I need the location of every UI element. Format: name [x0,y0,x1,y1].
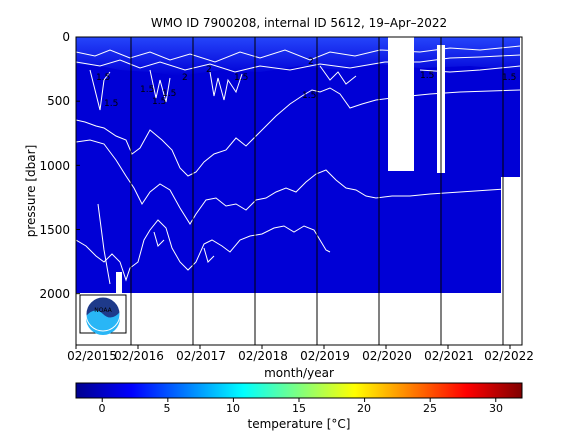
noaa-logo-icon: NOAA [79,294,127,335]
contour-label: 1.5 [162,89,176,99]
x-tick-label: 02/2017 [176,349,226,363]
plot-frame [75,36,523,346]
colorbar: 0 5 10 15 20 25 30 temperature [°C] [75,382,523,431]
chart-title: WMO ID 7900208, internal ID 5612, 19–Apr… [151,16,447,30]
y-axis-label: pressure [dbar] [24,145,38,238]
x-axis: 02/2015 02/2016 02/2017 02/2018 02/2019 … [67,345,534,380]
x-tick-label: 02/2019 [300,349,350,363]
x-tick-label: 02/2021 [424,349,474,363]
profile-ticks [78,29,519,37]
colorbar-tick-label: 20 [357,402,371,415]
x-tick-label: 02/2018 [238,349,288,363]
contour-label: 2 [206,65,212,75]
contour-label: 1.5 [96,73,110,83]
colorbar-tick-label: 5 [164,402,171,415]
x-tick-label: 02/2022 [484,349,534,363]
contour-label: 1.5 [140,85,154,95]
colorbar-label: temperature [°C] [248,417,351,431]
y-tick-label: 1500 [39,223,70,237]
x-tick-label: 02/2016 [114,349,164,363]
y-axis: 0 500 1000 1500 2000 pressure [dbar] [24,30,80,301]
data-region [76,37,501,293]
noaa-logo-text: NOAA [94,307,112,314]
colorbar-tick-label: 10 [226,402,240,415]
contour-label: 2 [182,73,188,83]
contour-label: 1.5 [152,97,166,107]
contour-labels: 1.5 1.5 2 1.5 2 1.5 1.5 1.5 2 1.5 1.5 1.… [96,57,516,109]
contour-label: 2 [308,57,314,67]
data-gap [116,272,122,293]
plot-area: 1.5 1.5 2 1.5 2 1.5 1.5 1.5 2 1.5 1.5 1.… [75,29,523,346]
y-tick-label: 1000 [39,159,70,173]
contour-label: 1.5 [234,73,248,83]
colorbar-tick-label: 25 [423,402,437,415]
contour-label: 1.5 [104,99,118,109]
data-gap [388,37,414,171]
vertical-gridlines [130,37,504,345]
y-tick-label: 2000 [39,287,70,301]
colorbar-tick-label: 0 [99,402,106,415]
contour-label: 1.5 [502,73,516,83]
colorbar-tick-label: 15 [292,402,306,415]
x-tick-label: 02/2015 [67,349,117,363]
y-tick-label: 500 [47,94,70,108]
x-tick-label: 02/2020 [362,349,412,363]
colorbar-tick-label: 30 [489,402,503,415]
isotherm-contours [76,45,521,285]
contour-label: 1.5 [302,91,316,101]
contour-label: 1.5 [420,71,434,81]
data-region-tail [501,37,520,177]
colorbar-gradient [75,382,523,399]
y-tick-label: 0 [62,30,70,44]
x-axis-label: month/year [264,366,334,380]
